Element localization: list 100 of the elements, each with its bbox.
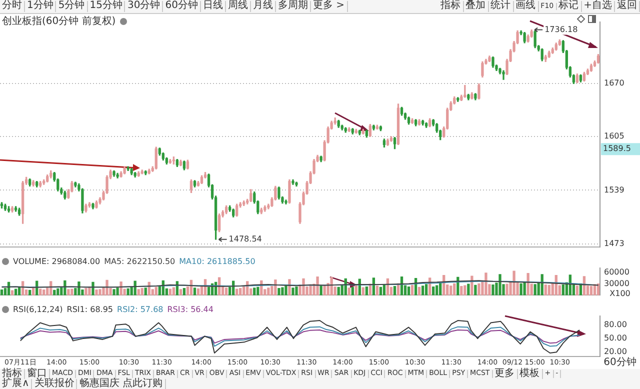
bar — [274, 280, 277, 296]
chart-title: RSI(6,12,24) — [13, 305, 63, 314]
text: 更多 > — [310, 0, 348, 12]
bar — [407, 286, 410, 296]
series-label: RSI2: 57.68 — [117, 305, 164, 314]
text: 60分钟 — [163, 0, 201, 12]
chart-title: VOLUME: 2968084.00 — [13, 257, 100, 266]
x-axis-title: 60分钟 — [602, 356, 638, 369]
text: 统计 — [488, 0, 514, 12]
text: 返回 — [615, 0, 640, 12]
y-tick-label: 80.00 — [604, 320, 627, 330]
bar — [239, 288, 242, 296]
bar — [365, 286, 368, 296]
bar — [92, 282, 94, 296]
bar — [354, 285, 358, 296]
bar — [337, 286, 340, 296]
bar — [474, 284, 477, 296]
bar — [376, 286, 379, 296]
text: MA10: 2611885.50 — [179, 257, 256, 266]
y-tick-label: 20.00 — [604, 347, 627, 356]
bar — [316, 276, 319, 296]
bar — [32, 288, 35, 296]
bar — [284, 286, 288, 296]
bar — [253, 288, 256, 296]
text: 1589.5 — [603, 144, 631, 154]
bar — [39, 288, 42, 296]
text: 畅惠国庆 点此订购 — [77, 378, 166, 389]
y-tick-label: 1473 — [604, 239, 624, 248]
bar — [548, 284, 550, 296]
text: 15分钟 — [88, 0, 126, 12]
bar — [179, 289, 182, 296]
bar — [534, 284, 536, 296]
bar — [172, 287, 176, 296]
text: MA5: 2622150.50 — [104, 257, 176, 266]
bar — [362, 287, 364, 296]
bar — [267, 288, 270, 296]
bar — [42, 290, 46, 296]
bar — [512, 270, 516, 296]
annotation: 1736.18 — [544, 24, 578, 34]
bar — [98, 289, 102, 296]
bar — [193, 288, 196, 296]
bar — [278, 288, 280, 296]
bar — [256, 286, 260, 296]
y-tick-label: 50.00 — [604, 334, 627, 343]
bar — [288, 279, 291, 296]
bar — [470, 276, 474, 296]
bar — [544, 284, 547, 296]
bar — [576, 286, 579, 296]
bar — [453, 283, 456, 296]
text: 叠加 — [464, 0, 489, 12]
chart-title: 创业板指(60分钟 前复权) — [2, 14, 116, 28]
bar — [309, 286, 312, 296]
bar — [393, 286, 396, 296]
bar — [590, 286, 593, 296]
bar — [526, 273, 530, 296]
bar — [154, 286, 158, 296]
text: RSI3: 56.44 — [167, 305, 214, 314]
bar — [168, 288, 172, 296]
bar — [379, 286, 382, 296]
bar — [144, 288, 147, 296]
text: 模板 — [518, 368, 543, 380]
y-tick-label: 1539 — [604, 185, 624, 194]
bar — [14, 288, 18, 296]
bar — [126, 288, 130, 296]
bar — [464, 285, 466, 296]
text: 周线 — [226, 0, 251, 12]
text: 5分钟 — [56, 0, 88, 12]
bar — [330, 276, 333, 296]
bar — [112, 289, 116, 296]
text: 分时 — [0, 0, 25, 12]
bar — [351, 286, 354, 296]
text: 日线 — [200, 0, 226, 12]
text: 多周期 — [276, 0, 311, 12]
bar — [492, 284, 494, 296]
text: 月线 — [250, 0, 276, 12]
bar — [562, 284, 564, 296]
text: 更多 — [492, 368, 518, 380]
bar — [450, 286, 452, 296]
bar — [236, 288, 238, 296]
y-tick-label: 30000 — [604, 278, 630, 288]
bar — [432, 286, 435, 296]
text: 关联报价 — [32, 378, 78, 389]
bar — [410, 284, 414, 296]
bar — [67, 289, 70, 296]
text: 画线 — [514, 0, 539, 12]
bar — [292, 288, 294, 296]
bar — [506, 284, 508, 296]
bar — [484, 272, 488, 296]
bar — [424, 284, 428, 296]
bar — [207, 286, 210, 296]
bar — [323, 284, 326, 296]
bar — [478, 283, 480, 296]
bar — [70, 288, 74, 296]
text: 1分钟 — [25, 0, 56, 12]
text: 标记 — [556, 0, 582, 12]
bar — [0, 290, 4, 296]
y-axis-title: X100 — [608, 289, 632, 298]
bar — [302, 278, 305, 296]
bar — [498, 274, 502, 296]
bar — [224, 288, 228, 296]
